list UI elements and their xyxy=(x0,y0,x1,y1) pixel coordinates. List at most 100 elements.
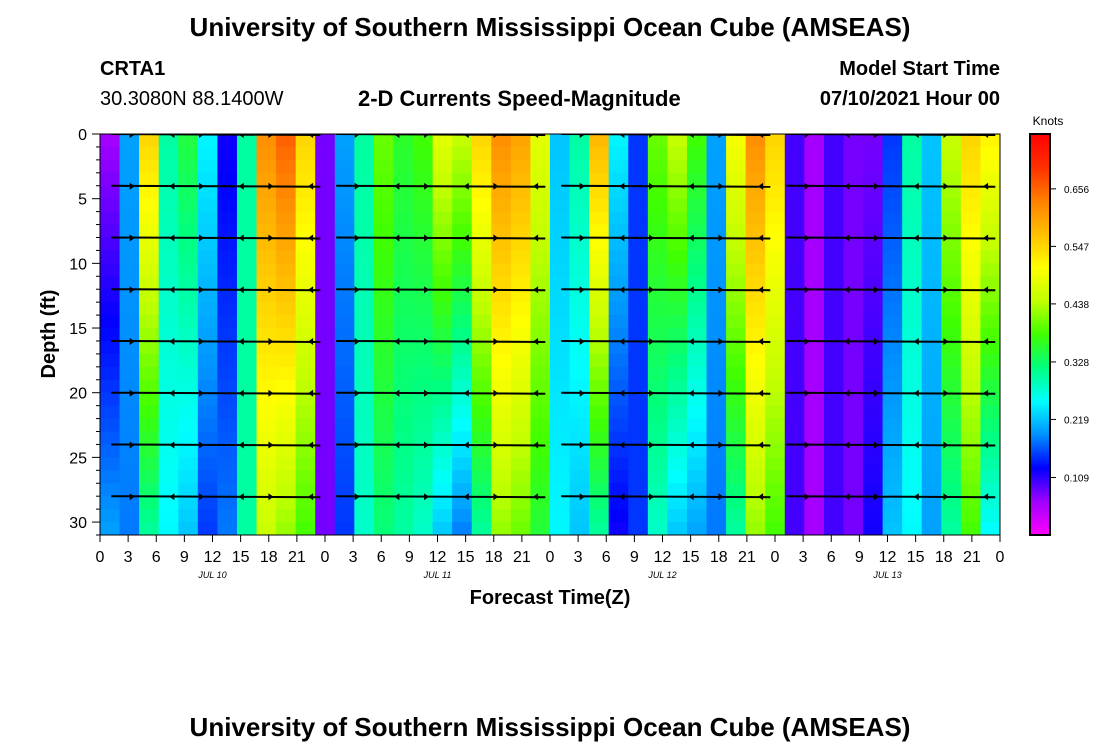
current-vector-arrow xyxy=(308,389,314,397)
heatmap-cell xyxy=(413,263,434,277)
heatmap-cell xyxy=(158,315,179,329)
current-vector-arrow xyxy=(129,182,135,190)
current-vector-line xyxy=(786,236,996,240)
heatmap-cell xyxy=(667,263,688,277)
heatmap-cell xyxy=(100,496,121,510)
heatmap-cell xyxy=(686,353,708,368)
heatmap-cell xyxy=(236,237,258,252)
heatmap-cell xyxy=(843,198,864,213)
heatmap-cell xyxy=(960,198,982,213)
heatmap-cell xyxy=(217,134,238,148)
current-vector-arrow xyxy=(804,182,810,190)
heatmap-cell xyxy=(843,522,864,535)
heatmap-cell xyxy=(530,328,551,342)
current-vector-arrow xyxy=(983,182,989,190)
heatmap-cell xyxy=(295,289,316,303)
current-vector-arrow xyxy=(688,234,694,242)
heatmap-cell xyxy=(452,250,473,264)
heatmap-cell xyxy=(863,159,884,174)
heatmap-cell xyxy=(452,237,473,252)
heatmap-cell xyxy=(726,328,747,342)
heatmap-cell xyxy=(608,444,629,458)
heatmap-cell xyxy=(100,276,121,290)
heatmap-cell xyxy=(158,509,179,523)
heatmap-cell xyxy=(432,302,453,316)
heatmap-cell xyxy=(745,418,766,433)
heatmap-cell xyxy=(354,379,375,394)
heatmap-cell xyxy=(491,457,512,471)
heatmap-cell xyxy=(432,224,453,239)
heatmap-cell xyxy=(530,444,551,458)
x-tick-label: 18 xyxy=(710,549,728,566)
heatmap-cell xyxy=(941,431,962,446)
heatmap-cell xyxy=(921,224,942,239)
heatmap-cell xyxy=(354,172,375,187)
heatmap-cell xyxy=(471,379,492,394)
heatmap-cell xyxy=(139,496,160,510)
heatmap-cell xyxy=(960,224,982,239)
heatmap-cell xyxy=(217,146,238,161)
heatmap-cell xyxy=(119,250,140,264)
heatmap-cell xyxy=(158,172,179,187)
heatmap-cell xyxy=(236,263,258,277)
heatmap-cell xyxy=(432,198,453,213)
heatmap-cell xyxy=(960,340,982,355)
heatmap-cell xyxy=(178,276,199,290)
heatmap-cell xyxy=(452,263,473,277)
heatmap-cell xyxy=(686,366,708,381)
heatmap-cell xyxy=(393,146,414,161)
heatmap-cell xyxy=(647,405,668,420)
heatmap-cell xyxy=(941,522,962,535)
current-vector-arrow xyxy=(688,286,694,294)
heatmap-cell xyxy=(452,444,473,458)
heatmap-cell xyxy=(119,315,140,329)
heatmap-cell xyxy=(373,250,395,264)
heatmap-cell xyxy=(569,457,590,471)
heatmap-cell xyxy=(432,483,453,497)
heatmap-cell xyxy=(256,496,277,510)
heatmap-cell xyxy=(354,198,375,213)
heatmap-cell xyxy=(178,353,199,368)
heatmap-cell xyxy=(217,237,238,252)
heatmap-cell xyxy=(804,457,825,471)
heatmap-cell xyxy=(706,289,727,303)
x-tick-label: 6 xyxy=(602,549,611,566)
heatmap-cell xyxy=(647,457,668,471)
heatmap-cell xyxy=(197,353,218,368)
current-vector-arrow xyxy=(619,493,625,501)
current-vector-arrow xyxy=(169,286,175,294)
heatmap-cell xyxy=(100,328,121,342)
heatmap-cell xyxy=(256,522,277,535)
heatmap-cell xyxy=(765,315,786,329)
current-vector-line xyxy=(336,391,546,395)
heatmap-cell xyxy=(393,198,414,213)
heatmap-cells xyxy=(100,134,1000,535)
heatmap-cell xyxy=(197,289,218,303)
heatmap-cell xyxy=(334,237,355,252)
heatmap-cell xyxy=(276,263,297,277)
heatmap-cell xyxy=(902,172,923,187)
heatmap-cell xyxy=(178,470,199,484)
heatmap-cell xyxy=(980,224,1000,239)
heatmap-cell xyxy=(276,172,297,187)
current-vector-arrow xyxy=(268,234,274,242)
heatmap-cell xyxy=(667,379,688,394)
current-vector-arrow xyxy=(268,493,274,501)
heatmap-cell xyxy=(941,328,962,342)
heatmap-cell xyxy=(315,328,336,342)
heatmap-cell xyxy=(530,483,551,497)
heatmap-cell xyxy=(863,431,884,446)
heatmap-cell xyxy=(373,457,395,471)
heatmap-cell xyxy=(921,431,942,446)
heatmap-cell xyxy=(686,457,708,471)
heatmap-cell xyxy=(608,353,629,368)
heatmap-cell xyxy=(745,431,766,446)
heatmap-cell xyxy=(647,172,668,187)
heatmap-cell xyxy=(843,483,864,497)
heatmap-cell xyxy=(765,496,786,510)
heatmap-cell xyxy=(295,470,316,484)
heatmap-cell xyxy=(628,315,649,329)
heatmap-cell xyxy=(158,276,179,290)
heatmap-cell xyxy=(334,263,355,277)
heatmap-cell xyxy=(589,302,610,316)
